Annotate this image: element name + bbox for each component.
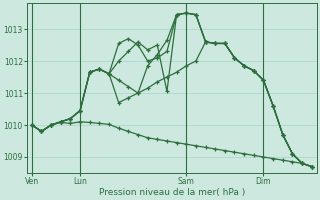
- X-axis label: Pression niveau de la mer( hPa ): Pression niveau de la mer( hPa ): [99, 188, 245, 197]
